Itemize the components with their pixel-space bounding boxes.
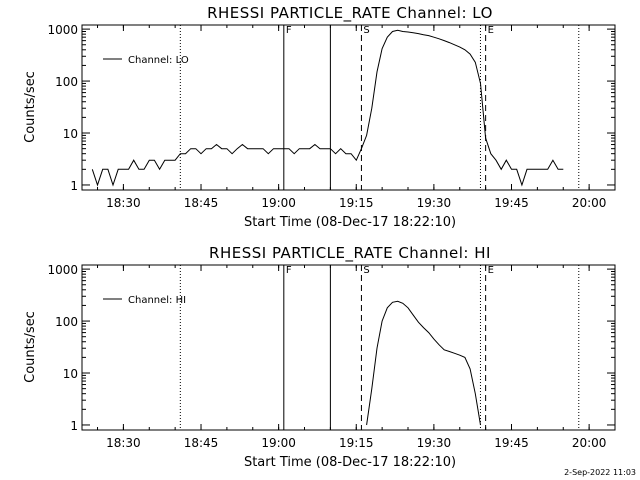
hi-marker-label: E — [488, 265, 494, 276]
lo-x-tick-label: 18:30 — [106, 196, 141, 210]
lo-axis-ticks: 18:30 18:45 19:00 19:15 19:30 19:45 20:00 1 10 10… — [47, 23, 616, 210]
hi-y-tick-label: 1000 — [47, 263, 78, 277]
hi-series — [366, 300, 481, 426]
lo-x-tick-label: 19:45 — [494, 196, 529, 210]
lo-y-tick-label: 100 — [55, 75, 78, 89]
hi-legend-label: Channel: HI — [128, 295, 186, 306]
hi-plot-frame — [81, 264, 616, 431]
hi-y-axis-label: Counts/sec — [23, 311, 38, 383]
lo-x-tick-label: 19:30 — [417, 196, 452, 210]
hi-x-tick-label: 19:45 — [494, 436, 529, 450]
lo-series-line — [91, 29, 564, 187]
lo-x-tick-label: 20:00 — [572, 196, 607, 210]
lo-x-tick-label: 19:00 — [261, 196, 296, 210]
lo-y-axis-label: Counts/sec — [23, 71, 38, 143]
hi-chart-title: RHESSI PARTICLE_RATE Channel: HI — [209, 244, 491, 263]
lo-x-axis-label: Start Time (08-Dec-17 18:22:10) — [244, 215, 456, 230]
hi-y-tick-label: 1 — [70, 419, 78, 433]
lo-plot-frame — [81, 24, 616, 191]
hi-series-line — [366, 300, 481, 426]
hi-y-tick-label: 10 — [63, 367, 78, 381]
hi-x-tick-label: 18:30 — [106, 436, 141, 450]
lo-legend: Channel: LO — [103, 55, 189, 66]
hi-x-tick-label: 19:30 — [417, 436, 452, 450]
lo-channel-panel: RHESSI PARTICLE_RATE Channel: LO F S E 18:… — [23, 4, 616, 230]
hi-marker-label: F — [286, 265, 292, 276]
lo-y-tick-label: 10 — [63, 127, 78, 141]
lo-marker-label: S — [363, 25, 369, 36]
lo-y-tick-label: 1 — [70, 179, 78, 193]
lo-y-tick-label: 1000 — [47, 23, 78, 37]
hi-legend: Channel: HI — [103, 295, 186, 306]
lo-marker-label: E — [488, 25, 494, 36]
hi-x-axis-label: Start Time (08-Dec-17 18:22:10) — [244, 455, 456, 470]
hi-x-tick-label: 20:00 — [572, 436, 607, 450]
lo-x-tick-label: 18:45 — [184, 196, 219, 210]
hi-x-tick-label: 19:15 — [339, 436, 374, 450]
hi-x-tick-label: 18:45 — [184, 436, 219, 450]
lo-x-tick-label: 19:15 — [339, 196, 374, 210]
generated-timestamp: 2-Sep-2022 11:03 — [564, 468, 636, 477]
lo-marker-label: F — [286, 25, 292, 36]
hi-y-tick-label: 100 — [55, 315, 78, 329]
lo-chart-title: RHESSI PARTICLE_RATE Channel: LO — [207, 4, 493, 23]
hi-channel-panel: RHESSI PARTICLE_RATE Channel: HI F S E 18:… — [23, 244, 616, 470]
lo-series — [91, 29, 564, 187]
hi-axis-ticks: 18:30 18:45 19:00 19:15 19:30 19:45 20:00 1 10 10… — [47, 263, 616, 450]
hi-x-tick-label: 19:00 — [261, 436, 296, 450]
hi-marker-label: S — [363, 265, 369, 276]
lo-legend-label: Channel: LO — [128, 55, 189, 66]
